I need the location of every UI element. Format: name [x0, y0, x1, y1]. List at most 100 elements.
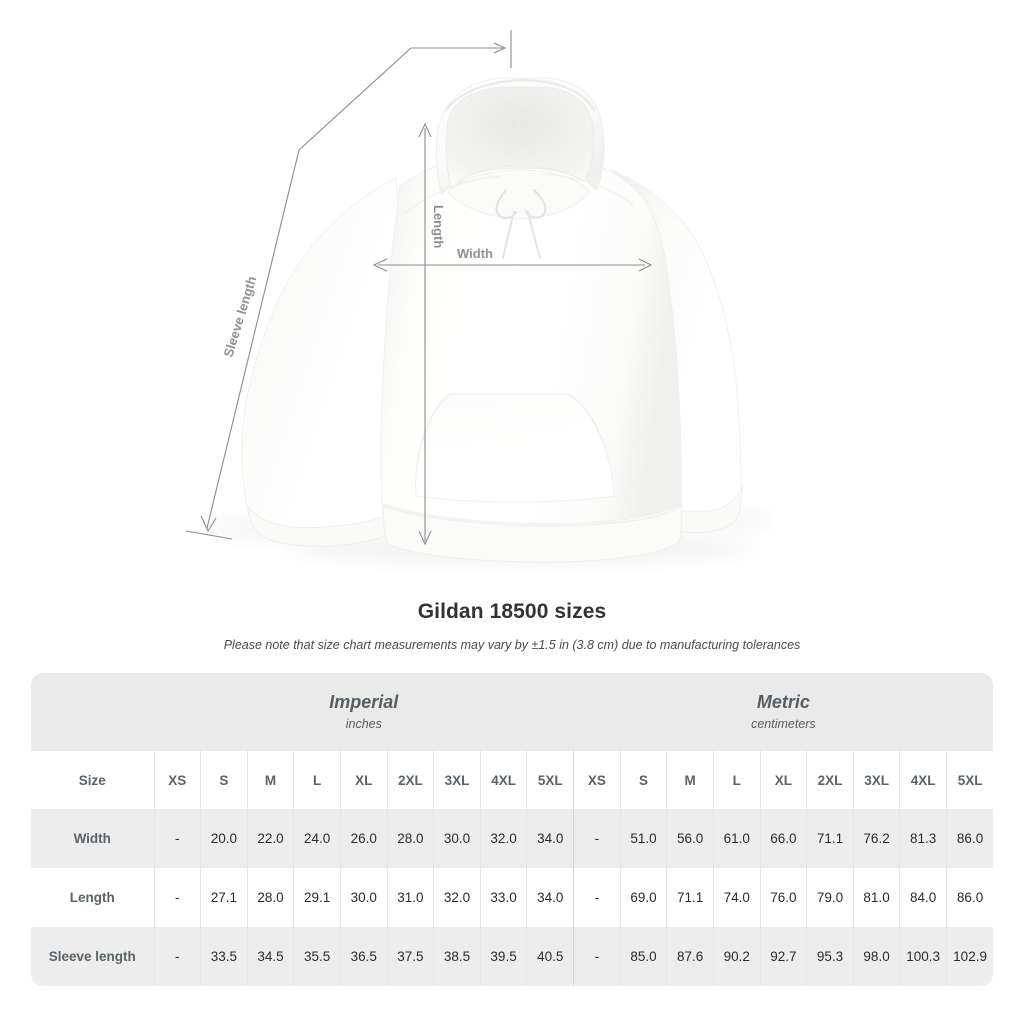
cell-metric-5xl: 86.0	[945, 868, 994, 927]
size-chart-table: Imperial inches Metric centimeters Size XS S M L…	[31, 673, 994, 986]
cell-imperial-3xl: 38.5	[433, 927, 481, 986]
cell-metric-xs: -	[573, 809, 621, 868]
cell-metric-5xl: 102.9	[945, 927, 994, 986]
unit-system-name: Imperial	[329, 692, 399, 712]
sleeve-length-line	[185, 47, 412, 540]
cell-imperial-m: 22.0	[246, 809, 294, 868]
cell-imperial-s: 33.5	[200, 927, 248, 986]
tolerance-note: Please note that size chart measurements…	[223, 638, 801, 652]
cell-metric-4xl: 84.0	[899, 868, 947, 927]
size-header-label: Size	[31, 751, 154, 809]
cell-metric-l: 90.2	[712, 927, 761, 986]
cell-metric-3xl: 81.0	[852, 868, 900, 927]
cell-metric-m: 71.1	[666, 868, 714, 927]
cell-imperial-4xl: 32.0	[479, 809, 527, 868]
size-header-row: Size XS S M L XL 2XL 3XL 4XL 5XL XS S M L XL 2XL 3XL 4XL 5…	[31, 751, 994, 809]
cell-imperial-xl: 36.5	[339, 927, 388, 986]
cell-metric-l: 74.0	[712, 868, 761, 927]
size-header-imperial-xs: XS	[153, 751, 201, 809]
size-header-metric-m: M	[666, 751, 714, 809]
cell-metric-4xl: 100.3	[899, 927, 947, 986]
cell-imperial-2xl: 37.5	[386, 927, 434, 986]
cell-metric-5xl: 86.0	[945, 809, 994, 868]
hoodie-graphic	[241, 77, 743, 563]
unit-system-name: Metric	[756, 692, 810, 712]
cell-imperial-4xl: 39.5	[479, 927, 527, 986]
cell-imperial-5xl: 34.0	[526, 809, 574, 868]
size-header-metric-2xl: 2XL	[806, 751, 854, 809]
table-row: Length -27.1 28.0 29.1 30.0 31.0 32.0 33.0 34.0-…	[31, 868, 994, 927]
cell-imperial-s: 27.1	[200, 868, 248, 927]
cell-metric-4xl: 81.3	[899, 809, 947, 868]
cell-imperial-4xl: 33.0	[479, 868, 527, 927]
measurement-label: Width	[31, 809, 154, 868]
cell-imperial-3xl: 30.0	[433, 809, 481, 868]
width-label: Width	[457, 246, 493, 261]
table-row: Width -20.0 22.0 24.0 26.0 28.0 30.0 32.0 34.0-5…	[31, 809, 994, 868]
size-header-metric-s: S	[619, 751, 667, 809]
cell-metric-l: 61.0	[712, 809, 761, 868]
cell-metric-xl: 92.7	[759, 927, 807, 986]
size-header-metric-xl: XL	[759, 751, 807, 809]
cell-metric-2xl: 95.3	[806, 927, 854, 986]
unit-system-cell-metric: Metric centimeters	[573, 673, 994, 751]
width-label-text: Width	[457, 246, 493, 261]
unit-system-row: Imperial inches Metric centimeters	[31, 673, 994, 751]
size-header-imperial-l: L	[293, 751, 341, 809]
cell-imperial-xs: -	[153, 809, 201, 868]
size-header-imperial-5xl: 5XL	[526, 751, 574, 809]
cell-imperial-m: 28.0	[246, 868, 294, 927]
title-block: Gildan 18500 sizes Please note that size…	[0, 598, 1024, 653]
cell-metric-xl: 76.0	[759, 868, 807, 927]
cell-imperial-m: 34.5	[246, 927, 294, 986]
unit-system-cell-imperial: Imperial inches	[154, 673, 574, 751]
width-line	[372, 258, 653, 272]
sleeve-length-label: Sleeve length	[221, 274, 260, 359]
cell-imperial-xs: -	[153, 927, 201, 986]
cell-imperial-l: 29.1	[293, 868, 341, 927]
sleeve-top-guide	[411, 30, 512, 68]
cell-imperial-2xl: 28.0	[386, 809, 434, 868]
size-header-metric-3xl: 3XL	[852, 751, 900, 809]
size-header-metric-5xl: 5XL	[945, 751, 994, 809]
cell-metric-s: 51.0	[619, 809, 667, 868]
hoodie-illustration: Length Width Sleeve length	[185, 30, 774, 564]
page-title: Gildan 18500 sizes	[417, 600, 607, 623]
cell-metric-s: 85.0	[619, 927, 667, 986]
cell-metric-m: 56.0	[666, 809, 714, 868]
cell-imperial-5xl: 34.0	[526, 868, 574, 927]
unit-system-unit: inches	[345, 717, 382, 731]
cell-metric-3xl: 76.2	[852, 809, 900, 868]
measurement-annotations	[185, 30, 653, 546]
cell-imperial-xl: 26.0	[339, 809, 388, 868]
unit-row-corner	[31, 673, 154, 751]
length-label: Length	[431, 205, 446, 248]
length-line	[418, 122, 432, 546]
cell-imperial-xs: -	[153, 868, 201, 927]
cell-metric-xs: -	[573, 868, 621, 927]
size-header-imperial-xl: XL	[339, 751, 388, 809]
size-header-imperial-4xl: 4XL	[479, 751, 527, 809]
size-header-metric-4xl: 4XL	[899, 751, 947, 809]
length-label-text: Length	[431, 205, 446, 248]
measurement-label: Sleeve length	[31, 927, 154, 986]
size-header-imperial-s: S	[200, 751, 248, 809]
unit-system-unit: centimeters	[751, 717, 816, 731]
cell-imperial-xl: 30.0	[339, 868, 388, 927]
cell-imperial-5xl: 40.5	[526, 927, 574, 986]
cell-imperial-2xl: 31.0	[386, 868, 434, 927]
cell-metric-xl: 66.0	[759, 809, 807, 868]
cell-metric-3xl: 98.0	[852, 927, 900, 986]
cell-imperial-l: 35.5	[293, 927, 341, 986]
size-header-imperial-2xl: 2XL	[386, 751, 434, 809]
size-header-metric-l: L	[712, 751, 761, 809]
size-chart-table-wrap: Imperial inches Metric centimeters Size XS S M L…	[31, 673, 994, 986]
measurement-label: Length	[31, 868, 154, 927]
sleeve-length-label-text: Sleeve length	[221, 274, 260, 359]
size-header-imperial-m: M	[246, 751, 294, 809]
size-header-imperial-3xl: 3XL	[433, 751, 481, 809]
table-row: Sleeve length -33.5 34.5 35.5 36.5 37.5 38.5 39…	[31, 927, 994, 986]
cell-imperial-3xl: 32.0	[433, 868, 481, 927]
cell-metric-m: 87.6	[666, 927, 714, 986]
cell-metric-2xl: 71.1	[806, 809, 854, 868]
